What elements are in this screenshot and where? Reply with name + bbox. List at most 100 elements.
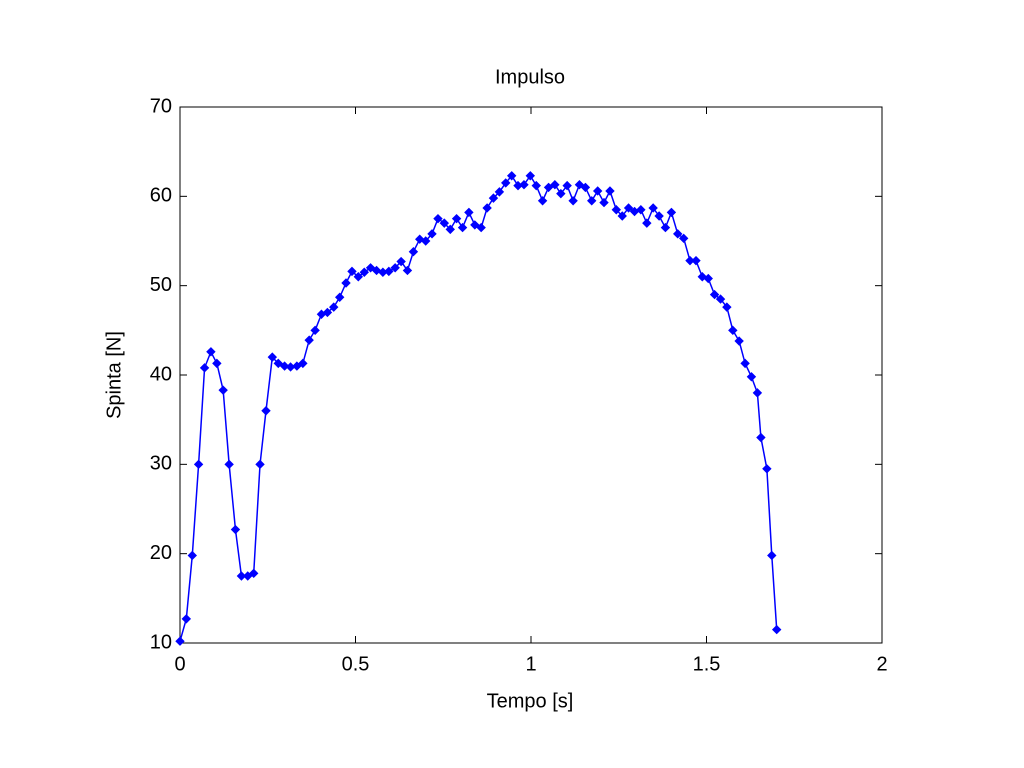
data-marker: [224, 459, 234, 470]
y-tick-label: 30: [150, 453, 172, 475]
data-marker: [206, 347, 216, 357]
data-marker: [476, 222, 486, 233]
data-marker: [359, 267, 369, 277]
x-tick-label: 0.5: [342, 653, 370, 675]
data-marker: [752, 388, 763, 398]
data-marker: [187, 550, 197, 561]
y-tick-label: 70: [150, 95, 172, 117]
data-marker: [261, 406, 271, 416]
data-marker: [709, 289, 720, 300]
y-tick-label: 60: [150, 185, 172, 207]
data-marker: [519, 180, 529, 190]
data-marker: [230, 524, 241, 535]
data-marker: [433, 213, 443, 224]
data-marker: [199, 363, 210, 373]
data-marker: [703, 273, 713, 284]
data-marker: [218, 385, 228, 395]
data-marker: [660, 222, 671, 233]
data-marker: [666, 207, 677, 218]
data-marker: [267, 352, 278, 362]
data-marker: [464, 207, 474, 218]
data-marker: [408, 247, 419, 257]
x-tick-label: 1.5: [693, 653, 721, 675]
y-tick-label: 50: [150, 274, 172, 296]
data-marker: [611, 205, 622, 215]
data-marker: [506, 171, 517, 181]
data-marker: [482, 203, 492, 213]
data-marker: [255, 459, 265, 470]
data-marker: [193, 459, 204, 470]
data-marker: [673, 229, 683, 239]
data-marker: [556, 188, 566, 199]
x-tick-label: 2: [876, 653, 887, 675]
data-marker: [715, 294, 726, 304]
data-marker: [427, 229, 437, 239]
data-marker: [762, 464, 772, 474]
data-marker: [636, 205, 646, 215]
data-marker: [420, 236, 431, 246]
data-marker: [605, 186, 615, 196]
data-line: [179, 174, 778, 642]
y-tick-label: 40: [150, 363, 172, 385]
plot-frame: [179, 106, 883, 644]
data-marker: [587, 196, 597, 206]
x-tick-label: 1: [525, 653, 536, 675]
y-axis-label: Spinta [N]: [103, 331, 125, 419]
data-marker: [740, 358, 750, 369]
data-marker: [249, 568, 259, 579]
data-marker: [642, 218, 652, 228]
data-marker: [181, 614, 192, 624]
x-tick-label: 0: [174, 653, 185, 675]
y-tick-label: 20: [150, 542, 172, 564]
data-marker: [648, 203, 658, 213]
data-marker: [691, 255, 701, 266]
data-marker: [175, 636, 185, 646]
data-marker: [457, 222, 468, 233]
data-marker: [402, 265, 413, 276]
data-marker: [599, 197, 609, 208]
data-marker: [298, 358, 308, 369]
x-axis-label: Tempo [s]: [487, 690, 574, 712]
data-marker: [279, 361, 290, 371]
data-marker: [728, 325, 738, 336]
data-marker: [550, 180, 560, 190]
data-marker: [771, 624, 782, 635]
data-marker: [236, 571, 247, 581]
data-marker: [273, 358, 283, 369]
data-marker: [623, 203, 634, 213]
data-marker: [390, 263, 400, 273]
data-marker: [396, 256, 406, 267]
data-marker: [617, 211, 627, 221]
data-marker: [329, 302, 339, 312]
data-marker: [501, 178, 511, 188]
data-marker: [488, 193, 499, 203]
data-marker: [347, 266, 357, 277]
data-marker: [562, 180, 572, 191]
data-marker: [678, 233, 689, 244]
data-marker: [451, 213, 462, 224]
data-marker: [445, 224, 455, 235]
data-marker: [341, 278, 351, 288]
data-marker: [322, 307, 333, 318]
data-marker: [525, 171, 536, 181]
data-marker: [494, 187, 505, 197]
data-marker: [384, 266, 394, 277]
data-marker: [537, 196, 548, 206]
data-marker: [543, 182, 554, 193]
data-marker: [722, 302, 732, 312]
data-marker: [568, 196, 578, 206]
data-marker: [734, 336, 744, 346]
data-marker: [592, 186, 603, 196]
data-marker: [580, 182, 591, 193]
data-marker: [654, 211, 664, 221]
data-marker: [470, 220, 480, 230]
data-marker: [439, 218, 450, 228]
data-marker: [767, 550, 777, 561]
data-marker: [531, 180, 541, 191]
data-marker: [310, 325, 320, 336]
data-marker: [756, 432, 766, 443]
data-marker: [304, 335, 314, 345]
data-marker: [746, 372, 757, 382]
data-marker: [353, 272, 364, 282]
